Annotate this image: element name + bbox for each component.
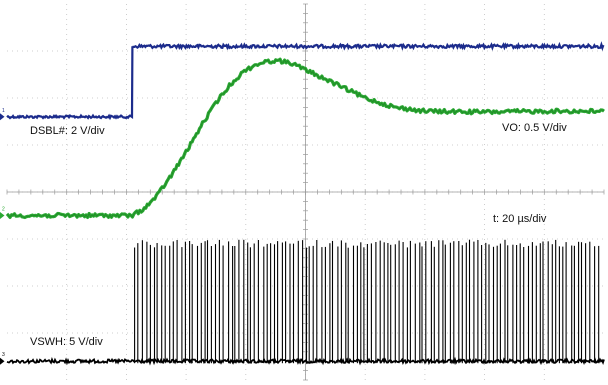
channel-marker-label-2: 2 — [2, 207, 5, 213]
time-scale-label: t: 20 µs/div — [493, 213, 547, 225]
channel-marker-label-3: 3 — [2, 352, 5, 358]
channel-markers: 1 2 3 — [0, 108, 5, 365]
vswh-scale-label: VSWH: 5 V/div — [30, 336, 103, 348]
grid — [6, 3, 605, 381]
vo-trace-core — [6, 58, 605, 219]
channel-marker-3 — [0, 357, 5, 365]
traces — [5, 41, 605, 366]
channel-marker-1 — [0, 113, 5, 121]
channel-marker-2 — [0, 212, 5, 219]
channel-marker-label-1: 1 — [2, 108, 5, 114]
dsbl-trace — [6, 41, 605, 121]
scale-labels: DSBL#: 2 V/div VO: 0.5 V/div t: 20 µs/di… — [30, 122, 567, 348]
vo-scale-label: VO: 0.5 V/div — [502, 122, 567, 134]
dsbl-scale-label: DSBL#: 2 V/div — [30, 125, 105, 137]
